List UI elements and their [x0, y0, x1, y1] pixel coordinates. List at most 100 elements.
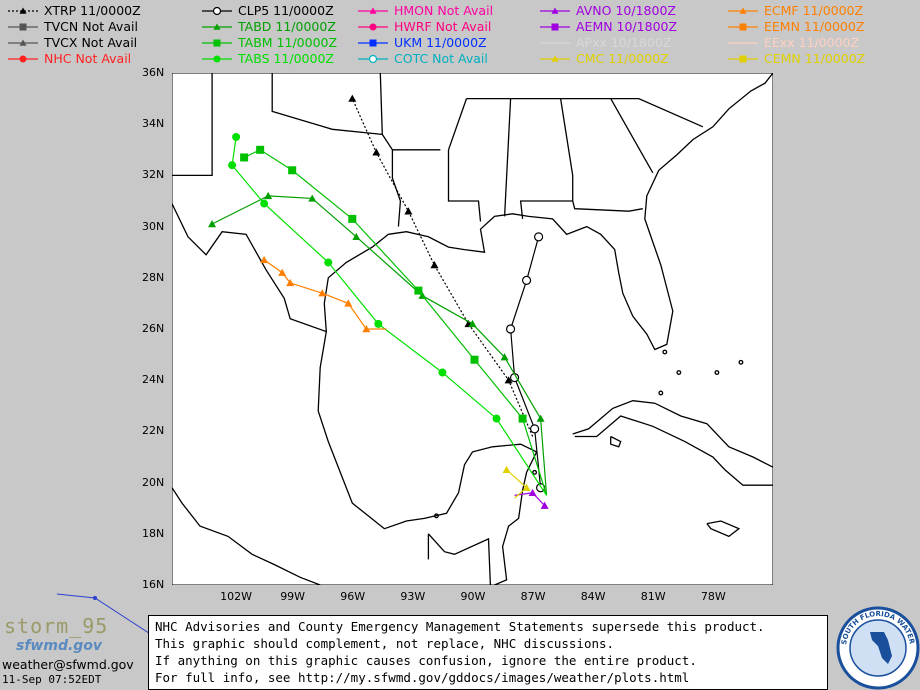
- latitude-tick: 16N: [142, 578, 165, 591]
- forecast-tracks: [208, 94, 549, 509]
- coastline-segment: [379, 72, 383, 135]
- legend-label: TABM 11/0000Z: [238, 35, 338, 50]
- longitude-tick: 102W: [220, 590, 252, 603]
- legend-swatch: [8, 39, 38, 46]
- latitude-tick: 30N: [142, 219, 165, 233]
- track-point-tabm: [470, 355, 479, 364]
- model-legend: XTRP 11/0000Z TVCN Not Avail TVCX Not Avai…: [0, 0, 920, 72]
- legend-label: ECMF 11/0000Z: [764, 3, 864, 18]
- coastline-segment: [503, 98, 512, 217]
- track-point-tabd: [468, 319, 477, 328]
- disclaimer-line: This graphic should complement, not repl…: [155, 636, 615, 651]
- track-point-tabs: [492, 414, 501, 423]
- coastline-segment: [447, 149, 482, 222]
- legend-swatch: [358, 39, 388, 47]
- track-point-tabm: [240, 153, 249, 162]
- coastline-segment: [317, 331, 538, 586]
- legend-swatch: [358, 7, 388, 14]
- track-point-tabd: [500, 353, 509, 361]
- legend-swatch: [358, 23, 388, 31]
- track-point-ecmf: [318, 289, 327, 297]
- track-clp5: [509, 236, 542, 488]
- gulf-map: [139, 72, 774, 588]
- legend-swatch: [358, 54, 388, 64]
- track-point-tabd: [308, 194, 317, 202]
- coastline-segment: [171, 487, 321, 586]
- legend-swatch: [202, 6, 232, 16]
- island-mark: [433, 513, 439, 519]
- track-point-xtrp: [430, 261, 439, 269]
- track-point-clp5: [521, 275, 532, 285]
- legend-label: HMON Not Avail: [394, 3, 494, 18]
- legend-swatch: [202, 39, 232, 47]
- disclaimer-link[interactable]: For full info, see http://my.sfwmd.gov/g…: [155, 670, 690, 685]
- track-point-ecmf: [260, 255, 269, 264]
- track-point-tabs: [324, 258, 333, 267]
- legend-swatch: [540, 55, 570, 62]
- latitude-tick: 22N: [142, 424, 165, 438]
- legend-swatch: [8, 55, 38, 63]
- track-point-ecmf: [278, 268, 287, 276]
- disclaimer-box: NHC Advisories and County Emergency Mana…: [148, 615, 828, 690]
- latitude-tick: 36N: [142, 66, 165, 79]
- track-point-tabm: [414, 286, 423, 295]
- track-point-tabd: [352, 232, 361, 241]
- track-point-tabd: [536, 414, 545, 422]
- coastline-segment: [171, 72, 774, 351]
- track-point-tabd: [264, 191, 273, 200]
- coastline-segment: [610, 98, 654, 174]
- legend-swatch: [540, 23, 570, 31]
- latitude-tick: 18N: [142, 526, 165, 540]
- longitude-tick: 87W: [520, 590, 546, 603]
- longitude-tick: 84W: [580, 590, 606, 603]
- brand-site-text: sfwmd.gov: [16, 638, 103, 654]
- track-point-cmc: [502, 465, 511, 473]
- legend-swatch: [540, 7, 570, 14]
- legend-label: TABD 11/0000Z: [238, 19, 336, 34]
- legend-label: AVNO 10/1800Z: [576, 3, 676, 18]
- coastline-segment: [427, 533, 492, 588]
- track-point-ecmf: [344, 299, 353, 307]
- district-seal: SOUTH FLORIDA WATER MANAGEMENT DISTRICT: [836, 606, 920, 690]
- track-point-xtrp: [372, 148, 381, 156]
- legend-label: CMC 11/0000Z: [576, 51, 669, 66]
- legend-swatch: [728, 7, 758, 14]
- island-mark: [676, 370, 682, 375]
- coastline-segment: [706, 520, 741, 538]
- longitude-tick: 81W: [640, 590, 666, 603]
- disclaimer-line: NHC Advisories and County Emergency Mana…: [155, 619, 765, 634]
- longitude-tick: 78W: [700, 590, 726, 603]
- track-point-tabd: [208, 220, 217, 228]
- coastline: [139, 72, 774, 588]
- legend-label: CEMN 11/0000Z: [764, 51, 866, 66]
- contact-email[interactable]: weather@sfwmd.gov: [2, 657, 134, 672]
- track-point-tabs: [232, 133, 241, 141]
- track-point-clp5: [534, 232, 544, 242]
- disclaimer-line: If anything on this graphic causes confu…: [155, 653, 697, 668]
- longitude-tick: 90W: [460, 590, 486, 603]
- island-mark: [714, 370, 720, 375]
- legend-label: HWRF Not Avail: [394, 19, 492, 34]
- track-point-avno: [528, 488, 537, 497]
- latitude-tick: 26N: [142, 322, 165, 335]
- legend-swatch: [728, 42, 758, 44]
- longitude-tick: 93W: [400, 590, 426, 603]
- legend-label: UKM 11/0000Z: [394, 35, 487, 50]
- track-tabm: [243, 149, 548, 496]
- island-mark: [662, 349, 668, 355]
- track-tabs: [231, 136, 548, 496]
- coastline-segment: [610, 435, 622, 448]
- legend-swatch: [202, 23, 232, 30]
- legend-swatch: [8, 23, 38, 31]
- legend-label: TABS 11/0000Z: [238, 51, 334, 66]
- track-point-tabm: [518, 414, 527, 423]
- legend-swatch: [728, 23, 758, 31]
- legend-label: XTRP 11/0000Z: [44, 3, 141, 18]
- track-point-clp5: [530, 424, 540, 434]
- legend-label: EEMN 11/0000Z: [764, 19, 865, 34]
- longitude-tick: 99W: [280, 590, 306, 603]
- coastline-segment: [572, 200, 643, 212]
- track-point-tabm: [348, 214, 357, 223]
- legend-label: CLP5 11/0000Z: [238, 3, 334, 18]
- latitude-tick: 28N: [142, 270, 165, 284]
